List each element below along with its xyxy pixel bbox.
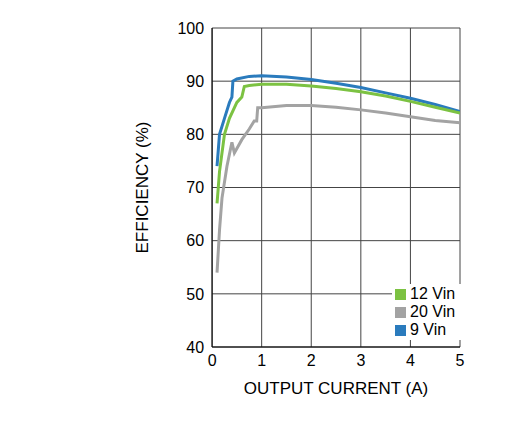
svg-text:OUTPUT CURRENT (A): OUTPUT CURRENT (A) <box>244 379 429 398</box>
svg-text:EFFICIENCY (%): EFFICIENCY (%) <box>133 122 152 254</box>
svg-text:50: 50 <box>186 286 204 303</box>
svg-text:80: 80 <box>186 126 204 143</box>
svg-text:4: 4 <box>406 352 415 369</box>
svg-text:3: 3 <box>356 352 365 369</box>
svg-text:1: 1 <box>257 352 266 369</box>
svg-text:60: 60 <box>186 232 204 249</box>
svg-text:100: 100 <box>177 20 204 37</box>
svg-text:5: 5 <box>456 352 465 369</box>
svg-text:70: 70 <box>186 179 204 196</box>
svg-text:2: 2 <box>307 352 316 369</box>
html-text:9 Vin: 9 Vin <box>410 321 447 338</box>
html-text:20 Vin: 20 Vin <box>410 303 456 320</box>
svg-text:40: 40 <box>186 339 204 356</box>
svg-text:0: 0 <box>208 352 217 369</box>
svg-text:90: 90 <box>186 73 204 90</box>
html-text:12 Vin: 12 Vin <box>410 285 456 302</box>
